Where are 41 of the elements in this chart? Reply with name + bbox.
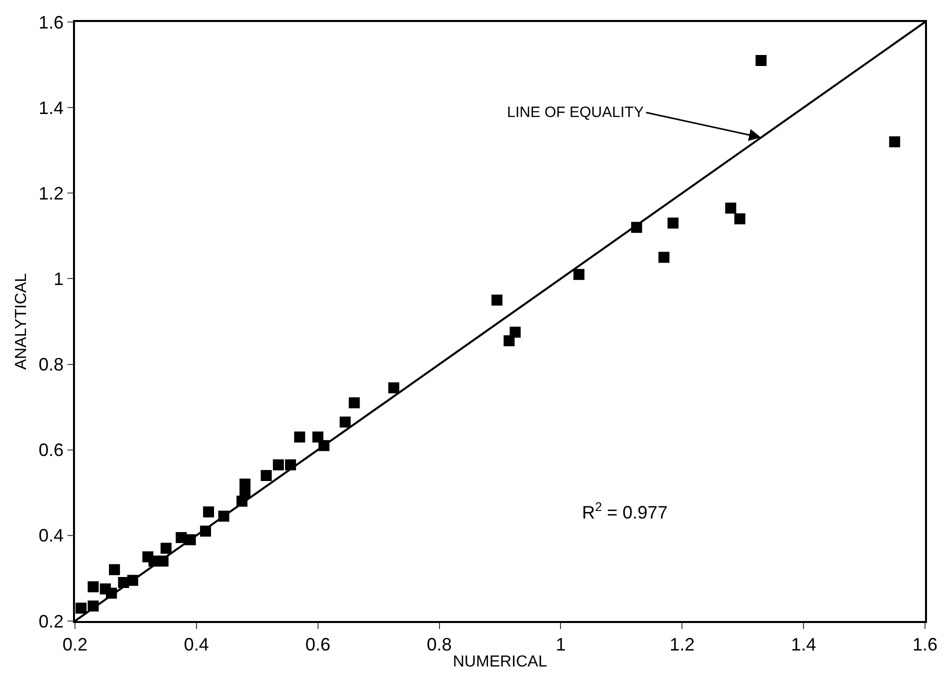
y-tick-label: 1 xyxy=(54,269,64,290)
point xyxy=(348,397,360,408)
y-tick-label: 1.2 xyxy=(38,183,64,204)
y-tick-label: 0.8 xyxy=(38,354,64,375)
x-axis-title: NUMERICAL xyxy=(452,654,548,671)
y-tick-label: 0.6 xyxy=(38,440,64,460)
point xyxy=(160,542,172,554)
y-tick-label: 1.6 xyxy=(38,12,64,32)
point xyxy=(340,416,351,428)
point xyxy=(76,602,87,614)
x-tick-label: 0.2 xyxy=(62,634,88,654)
point xyxy=(756,55,767,66)
y-tick-label: 1.4 xyxy=(38,98,64,118)
y-tick-label: 0.2 xyxy=(38,611,64,632)
point xyxy=(260,470,272,482)
point xyxy=(668,218,679,229)
point xyxy=(504,335,515,346)
x-tick-label: 0.8 xyxy=(426,634,452,654)
point xyxy=(108,564,120,576)
x-tick-label: 0.6 xyxy=(305,634,330,654)
point xyxy=(889,136,900,148)
x-tick-label: 0.4 xyxy=(184,634,209,654)
x-tick-label: 1.2 xyxy=(670,634,695,654)
point xyxy=(573,268,584,280)
point xyxy=(203,506,214,518)
y-axis-title: ANALYTICAL xyxy=(13,273,30,370)
point xyxy=(734,213,746,224)
point xyxy=(88,581,99,592)
point xyxy=(272,459,284,470)
point xyxy=(658,252,670,263)
point xyxy=(510,326,521,338)
point xyxy=(388,382,400,394)
point xyxy=(725,202,736,214)
annotation: LINE OF EQUALITY xyxy=(507,104,644,121)
x-tick-label: 1.4 xyxy=(791,634,816,654)
x-tick-label: 1.6 xyxy=(912,634,938,654)
point xyxy=(294,432,306,443)
annotation: R$^{2}$ = 0.977 xyxy=(582,500,668,523)
point xyxy=(491,294,502,306)
y-tick-label: 0.4 xyxy=(38,526,64,546)
x-tick-label: 1 xyxy=(556,634,566,654)
